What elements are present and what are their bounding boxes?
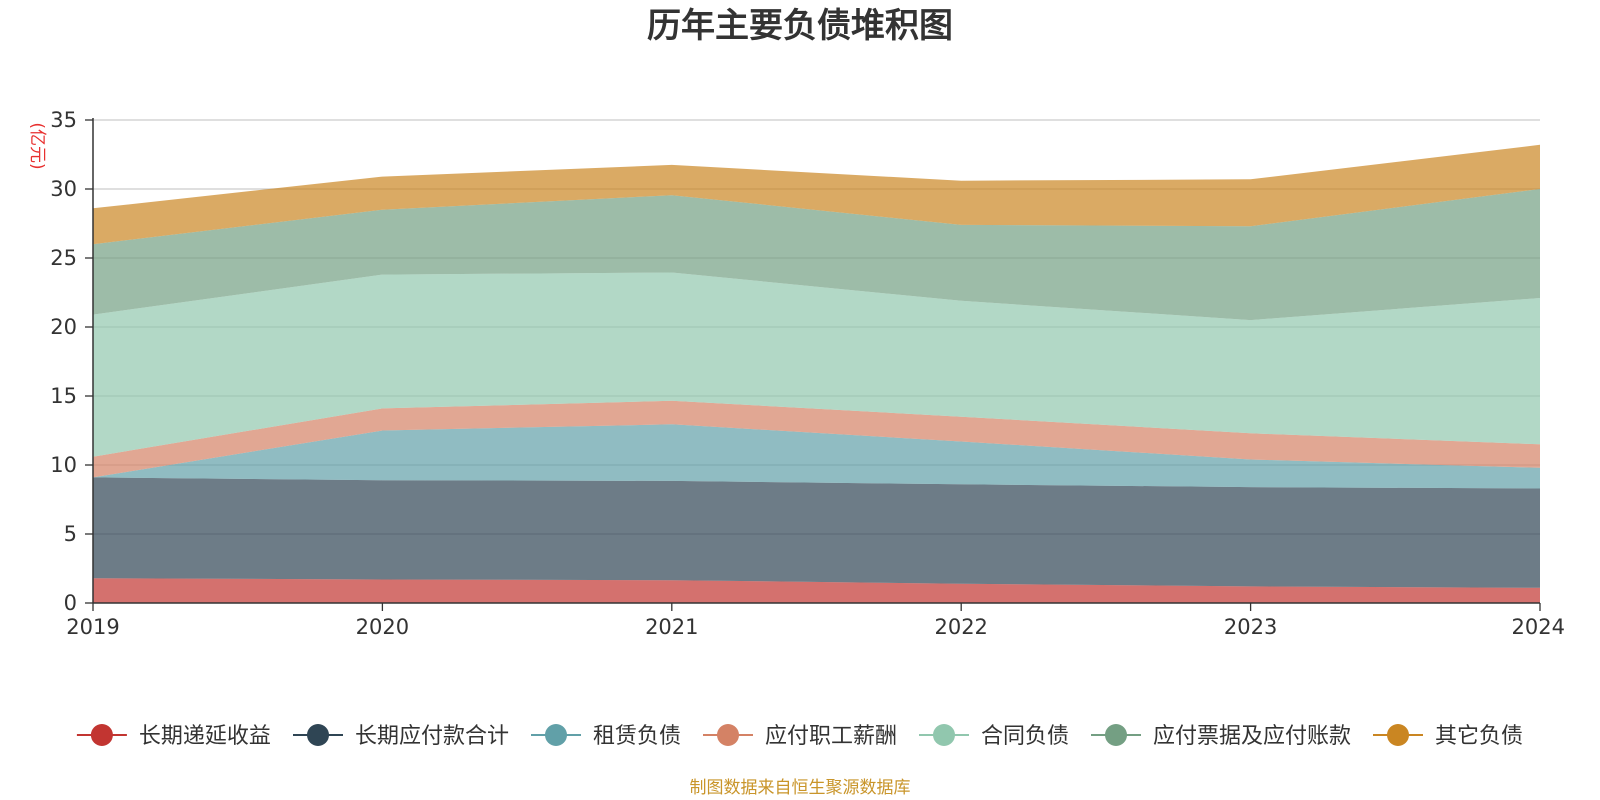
legend[interactable]: 长期递延收益 长期应付款合计 租赁负债 应付职工薪酬 合同负债 应付票据及应付账款 其它负债 [76,724,1523,749]
area-series-6[interactable] [93,144,1540,245]
legend-label: 其它负债 [1435,724,1523,749]
legend-marker [1105,724,1127,746]
legend-marker [933,724,955,746]
data-source-footer: 制图数据来自恒生聚源数据库 [690,778,911,798]
x-tick-label: 2023 [1224,615,1277,639]
area-series-3[interactable] [93,400,1540,478]
area-series-1[interactable] [93,477,1540,588]
area-series-4[interactable] [93,272,1540,457]
legend-item[interactable]: 租赁负债 [531,724,681,749]
x-tick-label: 2022 [934,615,987,639]
legend-item[interactable]: 合同负债 [919,724,1069,749]
y-tick-label: 0 [64,591,77,615]
y-tick-label: 5 [64,522,77,546]
legend-marker [545,724,567,746]
chart-title: 历年主要负债堆积图 [647,6,953,46]
legend-label: 合同负债 [981,724,1069,749]
legend-item[interactable]: 长期应付款合计 [293,724,509,749]
legend-label: 长期应付款合计 [355,724,509,749]
y-tick-label: 25 [50,246,77,270]
legend-item[interactable]: 长期递延收益 [76,724,271,749]
legend-item[interactable]: 应付职工薪酬 [703,724,897,749]
legend-item[interactable]: 应付票据及应付账款 [1091,724,1351,749]
legend-label: 长期递延收益 [139,724,271,749]
x-tick-label: 2019 [66,615,119,639]
area-series-5[interactable] [93,189,1540,321]
y-tick-label: 20 [50,315,77,339]
legend-label: 租赁负债 [593,724,681,749]
y-tick-label: 15 [50,384,77,408]
x-tick-label: 2020 [356,615,409,639]
y-tick-label: 10 [50,453,77,477]
legend-item[interactable]: 其它负债 [1373,724,1523,749]
legend-label: 应付职工薪酬 [765,724,897,749]
legend-label: 应付票据及应付账款 [1153,724,1351,749]
legend-marker [90,724,113,746]
area-series-0[interactable] [93,578,1540,603]
y-axis-unit: (亿元) [27,122,47,169]
y-tick-label: 35 [50,108,77,132]
legend-marker [307,724,329,746]
legend-marker [717,724,739,746]
area-series-2[interactable] [93,424,1540,489]
axis-layer: 0 5 10 15 20 25 30 35 2019 2020 2021 2022 2023 2024 [50,108,1565,639]
x-tick-label: 2021 [645,615,698,639]
y-tick-label: 30 [50,177,77,201]
x-tick-label: 2024 [1512,615,1565,639]
area-layer [93,144,1540,603]
legend-marker [1387,724,1409,746]
